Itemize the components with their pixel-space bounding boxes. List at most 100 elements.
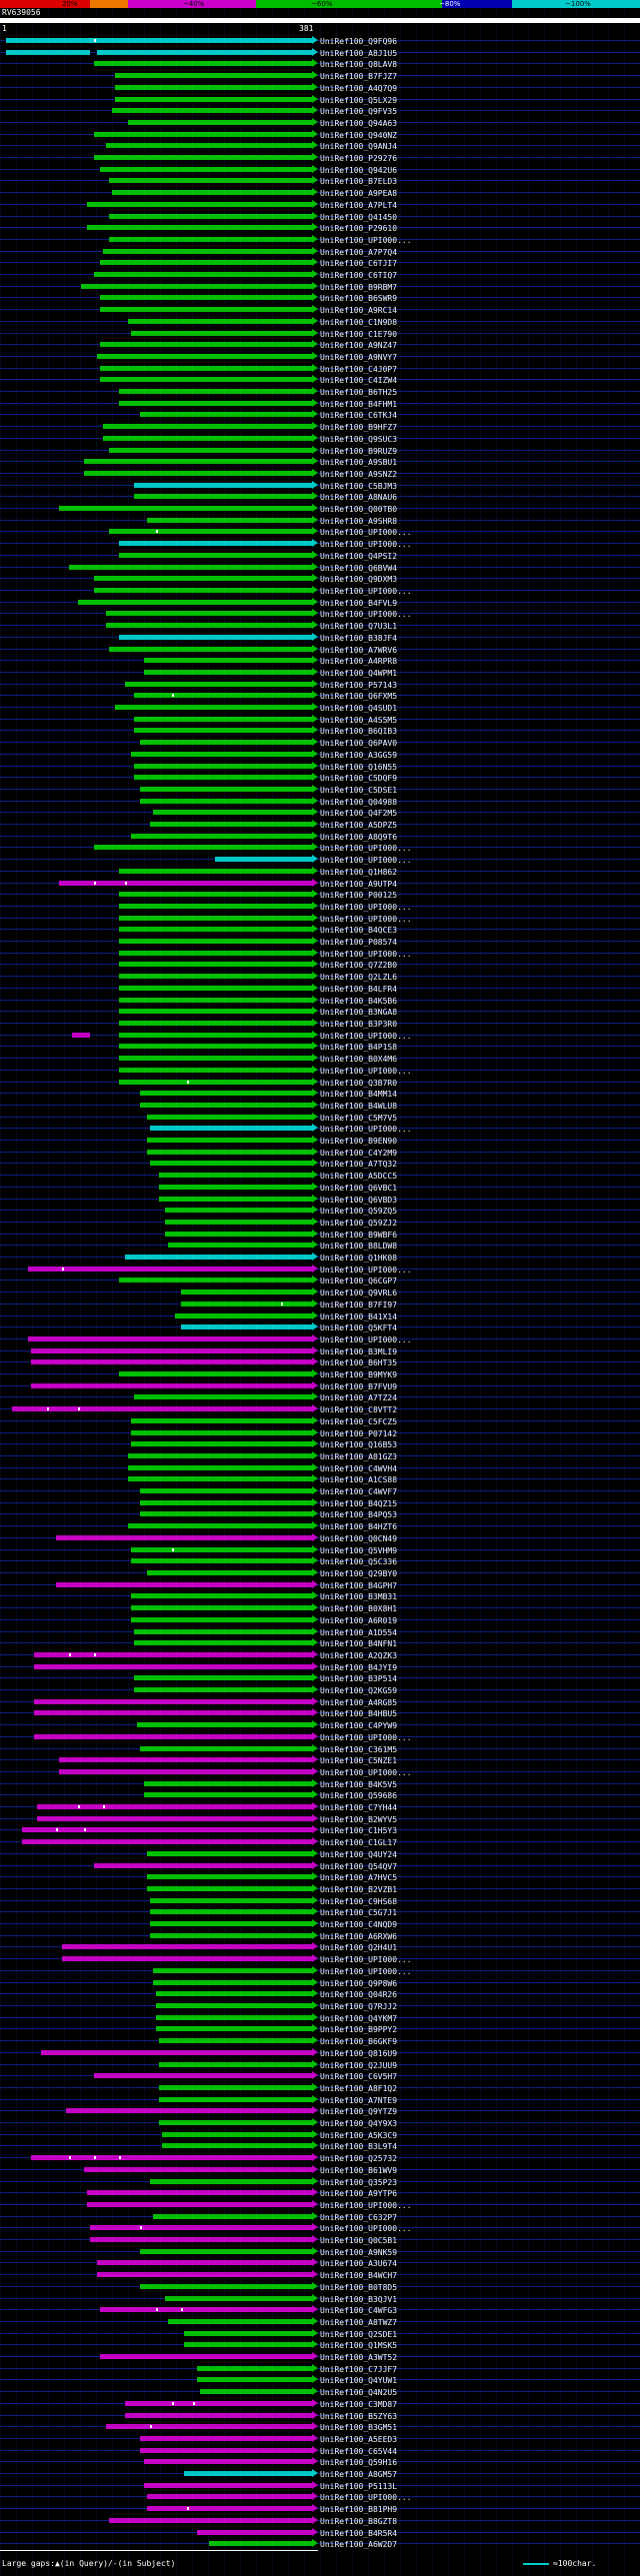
hit-bar[interactable]: [118, 915, 312, 921]
hit-bar[interactable]: [37, 1815, 312, 1821]
hit-bar[interactable]: [118, 389, 312, 395]
hit-bar[interactable]: [165, 1219, 312, 1225]
hit-label[interactable]: UniRef100_A7HVC5: [320, 1873, 398, 1883]
hit-bar[interactable]: [96, 2260, 312, 2266]
hit-label[interactable]: UniRef100_A8F1Q2: [320, 2083, 398, 2093]
hit-label[interactable]: UniRef100_C9HS68: [320, 1896, 398, 1906]
hit-label[interactable]: UniRef100_A81GZ3: [320, 1451, 398, 1461]
hit-bar[interactable]: [6, 49, 91, 55]
hit-label[interactable]: UniRef100_Q35P23: [320, 2177, 398, 2187]
hit-bar[interactable]: [140, 1091, 312, 1097]
hit-bar[interactable]: [140, 412, 312, 418]
hit-bar[interactable]: [149, 1909, 312, 1915]
hit-label[interactable]: UniRef100_B4PQ53: [320, 1510, 398, 1520]
hit-bar[interactable]: [34, 1733, 312, 1739]
hit-label[interactable]: UniRef100_Q29BY0: [320, 1569, 398, 1578]
hit-bar[interactable]: [131, 1546, 312, 1552]
hit-label[interactable]: UniRef100_Q7U3L1: [320, 622, 398, 632]
hit-bar[interactable]: [134, 1628, 312, 1634]
hit-bar[interactable]: [31, 1382, 312, 1388]
hit-label[interactable]: UniRef100_Q59686: [320, 1791, 398, 1801]
hit-bar[interactable]: [156, 1991, 312, 1997]
hit-bar[interactable]: [134, 763, 312, 769]
hit-bar[interactable]: [109, 529, 312, 535]
hit-label[interactable]: UniRef100_Q9DXM3: [320, 575, 398, 585]
hit-label[interactable]: UniRef100_B3L9T4: [320, 2142, 398, 2152]
hit-label[interactable]: UniRef100_A9NK59: [320, 2247, 398, 2257]
hit-label[interactable]: UniRef100_P00125: [320, 891, 398, 901]
hit-label[interactable]: UniRef100_Q9VRL6: [320, 1288, 398, 1298]
hit-label[interactable]: UniRef100_A4Q7Q9: [320, 83, 398, 93]
hit-label[interactable]: UniRef100_A8NAU6: [320, 493, 398, 503]
hit-bar[interactable]: [118, 1371, 312, 1377]
hit-bar[interactable]: [118, 939, 312, 945]
hit-bar[interactable]: [59, 880, 312, 886]
hit-bar[interactable]: [118, 985, 312, 991]
hit-label[interactable]: UniRef100_A9SNZ2: [320, 469, 398, 479]
hit-label[interactable]: UniRef100_B5ZY63: [320, 2411, 398, 2421]
hit-label[interactable]: UniRef100_A3GG59: [320, 750, 398, 760]
hit-bar[interactable]: [146, 1570, 312, 1575]
hit-label[interactable]: UniRef100_B4NFN1: [320, 1639, 398, 1649]
hit-bar[interactable]: [127, 1452, 312, 1458]
hit-label[interactable]: UniRef100_B9HFZ7: [320, 423, 398, 433]
hit-bar[interactable]: [87, 225, 312, 231]
hit-label[interactable]: UniRef100_A7NTE9: [320, 2095, 398, 2105]
hit-label[interactable]: UniRef100_C7YH44: [320, 1803, 398, 1813]
hit-bar[interactable]: [12, 1406, 312, 1412]
hit-bar[interactable]: [118, 1067, 312, 1073]
hit-bar[interactable]: [196, 2365, 312, 2371]
hit-label[interactable]: UniRef100_B4JYI9: [320, 1662, 398, 1672]
hit-bar[interactable]: [140, 1745, 312, 1751]
hit-bar[interactable]: [118, 1044, 312, 1050]
hit-label[interactable]: UniRef100_B2VZB1: [320, 1884, 398, 1894]
hit-label[interactable]: UniRef100_B41X14: [320, 1311, 398, 1321]
hit-bar[interactable]: [109, 2517, 312, 2523]
hit-label[interactable]: UniRef100_Q16B53: [320, 1440, 398, 1450]
hit-bar[interactable]: [28, 1266, 312, 1272]
hit-bar[interactable]: [31, 1347, 312, 1353]
hit-bar[interactable]: [140, 2248, 312, 2254]
hit-label[interactable]: UniRef100_UPI000...: [320, 1955, 412, 1965]
hit-bar[interactable]: [102, 248, 312, 254]
hit-bar[interactable]: [106, 143, 312, 149]
hit-bar[interactable]: [159, 2038, 312, 2044]
hit-label[interactable]: UniRef100_B9RUZ9: [320, 446, 398, 456]
hit-label[interactable]: UniRef100_Q6VBD3: [320, 1195, 398, 1205]
hit-label[interactable]: UniRef100_B4WLU8: [320, 1101, 398, 1111]
hit-label[interactable]: UniRef100_A2QZK3: [320, 1650, 398, 1660]
hit-bar[interactable]: [99, 2354, 312, 2360]
hit-bar[interactable]: [115, 705, 312, 711]
hit-bar[interactable]: [146, 1138, 312, 1144]
hit-label[interactable]: UniRef100_B4QZ15: [320, 1498, 398, 1508]
hit-bar[interactable]: [99, 2307, 312, 2313]
hit-bar[interactable]: [118, 974, 312, 980]
hit-label[interactable]: UniRef100_B6GKF9: [320, 2037, 398, 2047]
hit-bar[interactable]: [156, 2002, 312, 2008]
hit-label[interactable]: UniRef100_Q00TB0: [320, 505, 398, 515]
hit-bar[interactable]: [146, 1114, 312, 1120]
hit-bar[interactable]: [81, 283, 312, 289]
hit-label[interactable]: UniRef100_Q25732: [320, 2154, 398, 2164]
hit-bar[interactable]: [37, 1804, 312, 1810]
hit-label[interactable]: UniRef100_B3GM51: [320, 2423, 398, 2433]
hit-label[interactable]: UniRef100_B4FVL9: [320, 598, 398, 608]
hit-label[interactable]: UniRef100_Q8LAV8: [320, 60, 398, 70]
hit-bar[interactable]: [168, 2318, 312, 2324]
hit-label[interactable]: UniRef100_Q4WPM1: [320, 668, 398, 678]
hit-bar[interactable]: [131, 751, 312, 757]
hit-label[interactable]: UniRef100_Q94A63: [320, 118, 398, 128]
hit-bar[interactable]: [140, 1511, 312, 1517]
hit-bar[interactable]: [71, 1032, 91, 1038]
hit-bar[interactable]: [28, 1335, 312, 1341]
hit-label[interactable]: UniRef100_B3NGA8: [320, 1008, 398, 1018]
hit-bar[interactable]: [34, 1663, 312, 1669]
hit-bar[interactable]: [146, 2506, 312, 2512]
hit-label[interactable]: UniRef100_Q2KG59: [320, 1686, 398, 1696]
hit-label[interactable]: UniRef100_A7WRV6: [320, 645, 398, 655]
hit-label[interactable]: UniRef100_C632P7: [320, 2212, 398, 2222]
hit-bar[interactable]: [99, 295, 312, 301]
hit-label[interactable]: UniRef100_B3QJV1: [320, 2294, 398, 2304]
hit-bar[interactable]: [174, 1312, 312, 1318]
hit-bar[interactable]: [109, 236, 312, 242]
